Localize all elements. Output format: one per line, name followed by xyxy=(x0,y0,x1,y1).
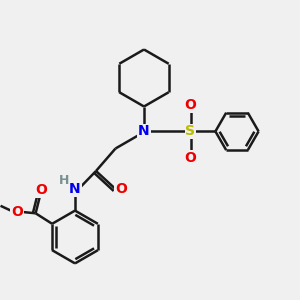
Text: O: O xyxy=(36,183,48,197)
Text: O: O xyxy=(115,182,127,196)
Text: H: H xyxy=(59,174,70,187)
Text: N: N xyxy=(69,182,81,196)
Text: O: O xyxy=(11,205,23,219)
Text: O: O xyxy=(184,151,196,165)
Text: O: O xyxy=(184,98,196,112)
Text: N: N xyxy=(138,124,150,138)
Text: S: S xyxy=(185,124,196,138)
